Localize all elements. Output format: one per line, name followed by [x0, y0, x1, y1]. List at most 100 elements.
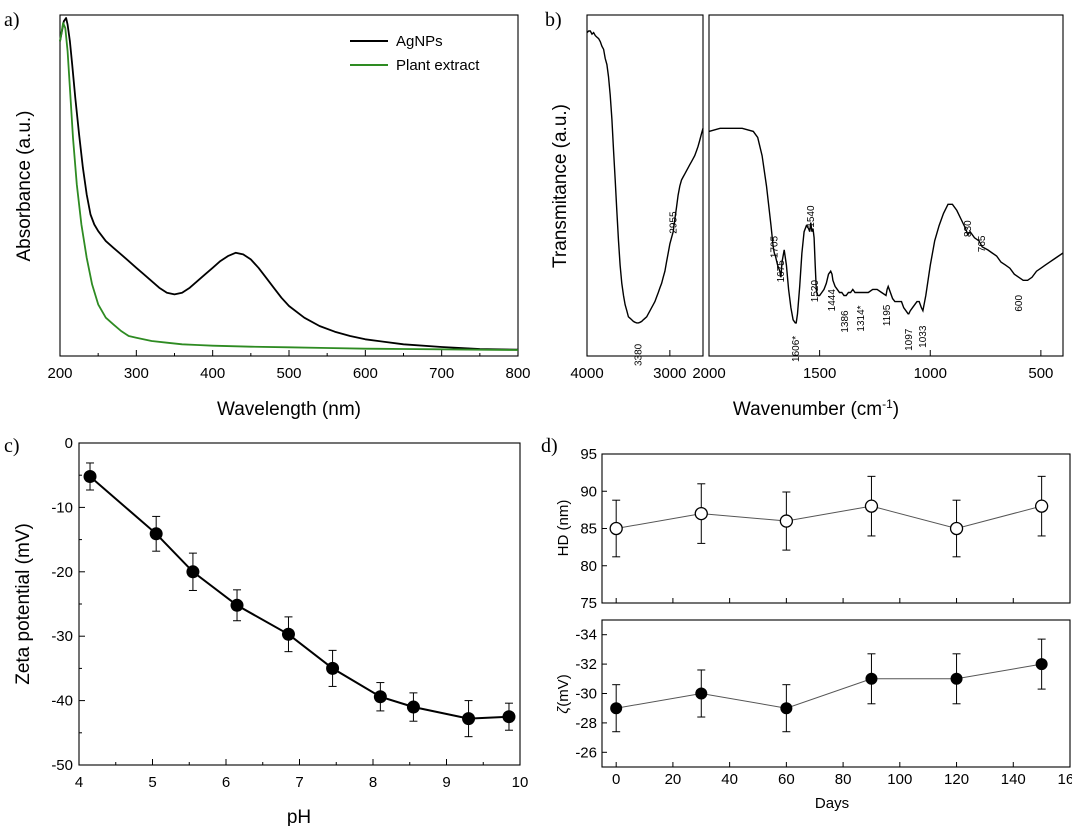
- panel-d-x-tick-label: 100: [887, 771, 912, 788]
- series-line-agnps: [59, 17, 519, 351]
- panel-c-letter: c): [4, 435, 20, 457]
- panel-d-y-tick-label: 80: [580, 558, 597, 575]
- panel-b-y-axis-title: Transmitance (a.u.): [550, 104, 571, 268]
- panel-d-x-tick-label: 60: [778, 771, 795, 788]
- panel-d-zeta-line: [616, 663, 1042, 709]
- panel-d-x-tick-label: 160: [1057, 771, 1072, 788]
- panel-c-y-tick-label: -30: [51, 628, 73, 645]
- panel-a-x-tick-label: 500: [276, 365, 301, 382]
- panel-a-y-axis-title: Absorbance (a.u.): [14, 110, 35, 261]
- panel-a-x-tick-label: 200: [47, 365, 72, 382]
- panel-a-x-ticks: 200 300 400 500 600 700 800: [47, 350, 531, 382]
- panel-d-x-tick-label: 40: [721, 771, 738, 788]
- panel-c-y-tick-label: 0: [65, 435, 73, 452]
- panel-b-peak-label: 1606*: [791, 336, 802, 362]
- panel-d-bottom-y-axis-title: ζ(mV): [555, 674, 572, 713]
- panel-d-bottom-y-axis-title-zeta: ζ: [555, 706, 572, 714]
- panel-d-bottom-plot-frame: [601, 619, 1071, 768]
- panel-d-zeta-data-point: [780, 702, 793, 715]
- panel-a-x-tick-label: 700: [429, 365, 454, 382]
- panel-d-y-tick-label: 95: [580, 446, 597, 463]
- panel-a-x-tick-label: 600: [353, 365, 378, 382]
- panel-b-spectrum-line: [586, 30, 1064, 324]
- panel-d-hd-data-point: [864, 499, 879, 513]
- panel-b-x-axis-title-sup: -1: [882, 397, 893, 411]
- panel-b-peak-label: 1386: [840, 310, 851, 333]
- panel-c-data-point: [373, 690, 387, 704]
- panel-d-y-tick-label: -28: [575, 715, 597, 732]
- panel-b-x-ticks: 4000 3000 2000 1500 1000 500: [570, 350, 1053, 382]
- panel-c-data-point: [281, 627, 295, 641]
- panel-b-peak-label: 1705: [769, 235, 780, 258]
- panel-b-x-tick-label: 500: [1028, 365, 1053, 382]
- panel-c-ticks: 4 5 6 7 8 9 10 0 -10 -20 -30 -40 -50: [51, 435, 528, 791]
- panel-c-data-point: [230, 598, 244, 612]
- panel-d-y-tick-label: 75: [580, 595, 597, 612]
- panel-b-x-tick-label: 2000: [692, 365, 725, 382]
- panel-c-x-axis-title: pH: [287, 807, 311, 826]
- panel-b-ftir-chart: b) 4000 3000 2000 1500 1000 500 3380 2955 1705 1…: [545, 9, 1064, 420]
- panel-b-spectrum-segment-2: [708, 127, 1064, 324]
- panel-d-y-tick-label: -26: [575, 744, 597, 761]
- panel-a-x-tick-label: 800: [505, 365, 530, 382]
- panel-b-x-axis-title: Wavenumber (cm-1): [733, 397, 899, 420]
- panel-b-peak-label: 1195: [882, 304, 893, 326]
- panel-b-peak-label: 765: [977, 235, 988, 252]
- panel-c-x-tick-label: 10: [512, 774, 529, 791]
- panel-c-y-tick-label: -20: [51, 564, 73, 581]
- panel-c-zeta-vs-ph-chart: c) 4 5 6 7 8 9 10 0 -10 -20 -30 -40 -50 pH Zeta pote…: [4, 435, 528, 826]
- panel-b-peak-label: 2955: [669, 211, 680, 234]
- panel-d-y-tick-label: 85: [580, 521, 597, 538]
- panel-b-x-axis-title-end: ): [893, 399, 899, 420]
- panel-b-peak-label: 1444: [827, 289, 838, 312]
- panel-c-plot-frame: [78, 442, 521, 766]
- panel-c-data-point: [149, 527, 163, 541]
- panel-a-legend: AgNPs Plant extract: [350, 33, 480, 74]
- panel-b-x-tick-label: 1500: [803, 365, 836, 382]
- panel-d-x-tick-label: 20: [665, 771, 682, 788]
- panel-c-x-tick-label: 4: [75, 774, 83, 791]
- panel-d-zeta-data-point: [1035, 658, 1048, 671]
- panel-a-x-tick-label: 400: [200, 365, 225, 382]
- panel-d-top-plot-frame: [601, 453, 1071, 604]
- panel-c-x-tick-label: 6: [222, 774, 230, 791]
- panel-d-hd-data-point: [949, 521, 964, 536]
- legend-label-agnps: AgNPs: [396, 33, 443, 50]
- panel-c-series-line: [89, 475, 510, 720]
- panel-a-uv-vis-chart: a) 200 300 400 500 600 700 800 AgNPs Plant ext…: [4, 9, 531, 420]
- panel-d-hd-data-point: [609, 521, 623, 536]
- panel-d-y-tick-label: -32: [575, 656, 597, 673]
- panel-d-x-tick-label: 0: [612, 771, 620, 788]
- panel-c-x-tick-label: 8: [369, 774, 377, 791]
- panel-d-zeta-data-point: [610, 702, 623, 715]
- panel-b-x-tick-label: 4000: [570, 365, 603, 382]
- panel-d-x-axis-title: Days: [815, 795, 849, 812]
- panel-d-hd-data-point: [1034, 499, 1049, 513]
- panel-d-x-tick-label: 120: [944, 771, 969, 788]
- panel-d-bottom-y-axis-title-unit: (mV): [555, 674, 572, 707]
- panel-c-data-point: [406, 700, 420, 714]
- panel-c-y-axis-title: Zeta potential (mV): [13, 523, 34, 685]
- panel-d-y-tick-label: -34: [575, 627, 597, 644]
- panel-d-series: [609, 475, 1049, 733]
- panel-d-hd-line: [616, 505, 1042, 530]
- panel-c-data-point: [502, 710, 516, 724]
- panel-b-x-axis-title-main: Wavenumber (cm: [733, 399, 882, 420]
- panel-c-data-point: [326, 661, 340, 675]
- panel-b-spectrum-segment-1: [586, 30, 704, 324]
- panel-a-x-axis-title: Wavelength (nm): [217, 399, 361, 420]
- panel-c-y-tick-label: -40: [51, 693, 73, 710]
- panel-c-data-point: [462, 712, 476, 726]
- series-line-plant-extract: [59, 22, 519, 351]
- panel-c-series: [83, 462, 516, 738]
- panel-d-letter: d): [541, 435, 558, 457]
- panel-d-y-tick-label: 90: [580, 483, 597, 500]
- panel-a-letter: a): [4, 9, 20, 31]
- panel-b-x-tick-label: 3000: [653, 365, 686, 382]
- panel-d-zeta-data-point: [695, 687, 708, 700]
- panel-c-x-tick-label: 9: [442, 774, 450, 791]
- panel-b-peak-label: 1314*: [856, 305, 867, 331]
- panel-c-x-tick-label: 5: [148, 774, 156, 791]
